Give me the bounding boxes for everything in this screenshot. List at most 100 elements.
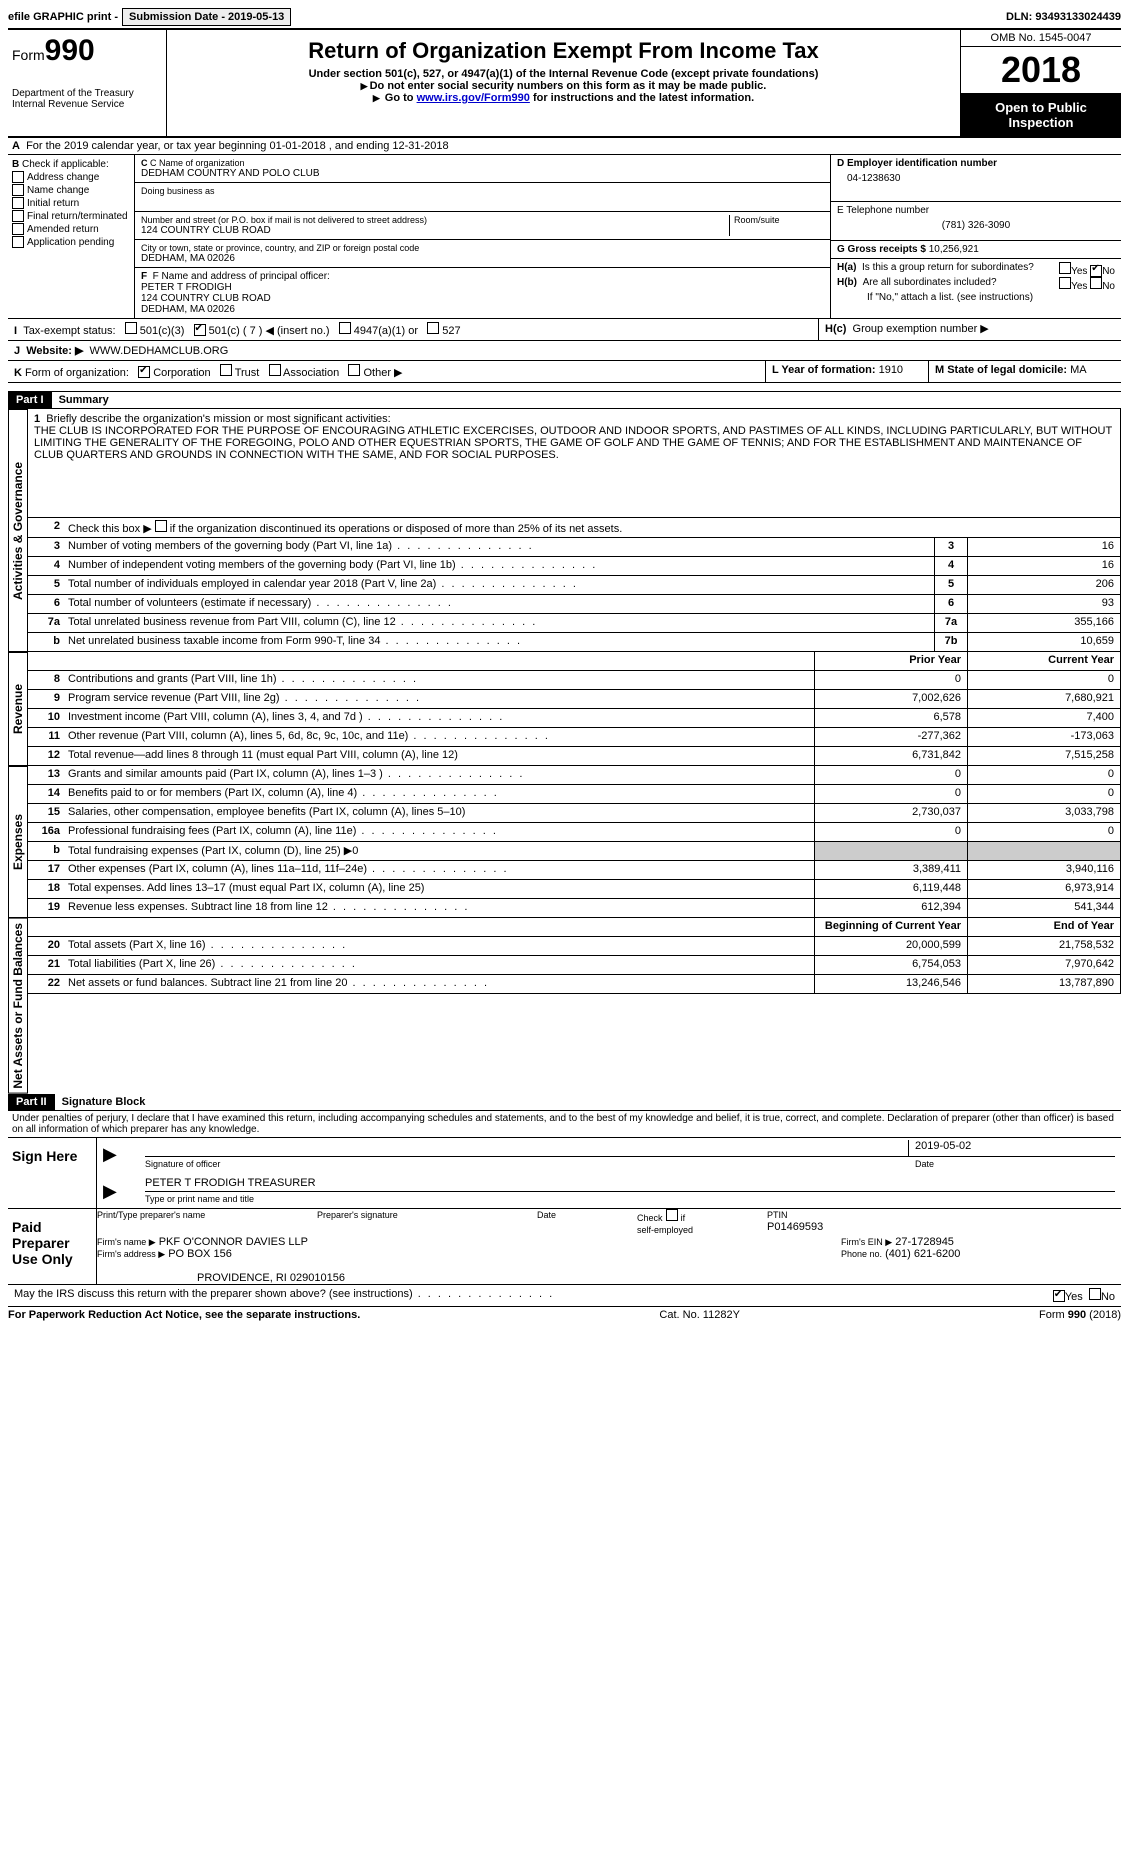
side-net-assets: Net Assets or Fund Balances <box>8 918 28 1094</box>
net-assets-section: Net Assets or Fund Balances Beginning of… <box>8 918 1121 1094</box>
checkbox-application-pending[interactable] <box>12 236 24 248</box>
line-5: 5Total number of individuals employed in… <box>28 576 1121 595</box>
subtitle-3: Go to www.irs.gov/Form990 for instructio… <box>171 92 956 104</box>
checkbox-association[interactable] <box>269 364 281 376</box>
part2-header: Part II Signature Block <box>8 1094 1121 1111</box>
tax-year: 2018 <box>961 47 1121 94</box>
side-revenue: Revenue <box>8 652 28 766</box>
line-4: 4Number of independent voting members of… <box>28 557 1121 576</box>
checkbox-corporation[interactable] <box>138 366 150 378</box>
top-bar: efile GRAPHIC print - Submission Date - … <box>8 8 1121 30</box>
checkbox-amended-return[interactable] <box>12 223 24 235</box>
sections-b-h: B Check if applicable: Address change Na… <box>8 155 1121 319</box>
org-name-cell: C C Name of organization DEDHAM COUNTRY … <box>135 155 830 183</box>
checkbox-hb-no[interactable] <box>1090 277 1102 289</box>
paid-preparer-label: Paid Preparer Use Only <box>8 1209 97 1284</box>
line-19: 19Revenue less expenses. Subtract line 1… <box>28 899 1121 918</box>
line-2: 2 Check this box ▶ Check this box ▶ if t… <box>28 518 1121 538</box>
irs-label: Internal Revenue Service <box>12 99 162 110</box>
line-15: 15Salaries, other compensation, employee… <box>28 804 1121 823</box>
line-12: 12Total revenue—add lines 8 through 11 (… <box>28 747 1121 766</box>
checkbox-501c[interactable] <box>194 324 206 336</box>
city-cell: City or town, state or province, country… <box>135 240 830 268</box>
subtitle-1: Under section 501(c), 527, or 4947(a)(1)… <box>171 68 956 80</box>
checkbox-4947[interactable] <box>339 322 351 334</box>
line-22: 22Net assets or fund balances. Subtract … <box>28 975 1121 994</box>
checkbox-501c3[interactable] <box>125 322 137 334</box>
submission-date-box: Submission Date - 2019-05-13 <box>122 8 291 26</box>
gross-receipts-cell: G Gross receipts $ 10,256,921 <box>831 241 1121 259</box>
paid-preparer-block: Paid Preparer Use Only Print/Type prepar… <box>8 1209 1121 1285</box>
line-16a: 16aProfessional fundraising fees (Part I… <box>28 823 1121 842</box>
efile-label: efile GRAPHIC print - <box>8 11 118 23</box>
expenses-section: Expenses 13Grants and similar amounts pa… <box>8 766 1121 918</box>
form-number: Form990 <box>12 34 162 68</box>
checkbox-address-change[interactable] <box>12 171 24 183</box>
checkbox-ha-no[interactable] <box>1090 265 1102 277</box>
checkbox-final-return[interactable] <box>12 210 24 222</box>
line-3: 3Number of voting members of the governi… <box>28 538 1121 557</box>
form-ref: Form 990 (2018) <box>1039 1309 1121 1321</box>
rev-header: Prior YearCurrent Year <box>28 652 1121 671</box>
checkbox-name-change[interactable] <box>12 184 24 196</box>
section-b: B Check if applicable: Address change Na… <box>8 155 135 318</box>
checkbox-discontinued[interactable] <box>155 520 167 532</box>
dln-label: DLN: 93493133024439 <box>1006 11 1121 23</box>
header-right: OMB No. 1545-0047 2018 Open to Public In… <box>960 30 1121 136</box>
line-9: 9Program service revenue (Part VIII, lin… <box>28 690 1121 709</box>
checkbox-self-employed[interactable] <box>666 1209 678 1221</box>
header-mid: Return of Organization Exempt From Incom… <box>167 30 960 136</box>
revenue-section: Revenue Prior YearCurrent Year 8Contribu… <box>8 652 1121 766</box>
section-h: H(a) Is this a group return for subordin… <box>831 259 1121 306</box>
section-c-f: C C Name of organization DEDHAM COUNTRY … <box>135 155 830 318</box>
line-7b: bNet unrelated business taxable income f… <box>28 633 1121 652</box>
checkbox-trust[interactable] <box>220 364 232 376</box>
line-6: 6Total number of volunteers (estimate if… <box>28 595 1121 614</box>
dept-treasury: Department of the Treasury <box>12 88 162 99</box>
governance-section: Activities & Governance 1 Briefly descri… <box>8 409 1121 652</box>
footer: For Paperwork Reduction Act Notice, see … <box>8 1307 1121 1321</box>
row-j: J Website: ▶ WWW.DEDHAMCLUB.ORG <box>8 341 1121 361</box>
inspection-label: Open to Public Inspection <box>961 94 1121 136</box>
line-10: 10Investment income (Part VIII, column (… <box>28 709 1121 728</box>
instructions-link[interactable]: www.irs.gov/Form990 <box>417 92 530 104</box>
checkbox-ha-yes[interactable] <box>1059 262 1071 274</box>
sign-here-block: Sign Here ▶ 2019-05-02 Signature of offi… <box>8 1138 1121 1209</box>
checkbox-discuss-no[interactable] <box>1089 1288 1101 1300</box>
line-21: 21Total liabilities (Part X, line 26)6,7… <box>28 956 1121 975</box>
line-8: 8Contributions and grants (Part VIII, li… <box>28 671 1121 690</box>
paperwork-notice: For Paperwork Reduction Act Notice, see … <box>8 1309 360 1321</box>
line-14: 14Benefits paid to or for members (Part … <box>28 785 1121 804</box>
ein-cell: D Employer identification number 04-1238… <box>831 155 1121 202</box>
line-13: 13Grants and similar amounts paid (Part … <box>28 766 1121 785</box>
checkbox-other[interactable] <box>348 364 360 376</box>
section-a: A For the 2019 calendar year, or tax yea… <box>8 138 1121 155</box>
subtitle-2: Do not enter social security numbers on … <box>171 80 956 92</box>
section-f: F F Name and address of principal office… <box>135 268 830 318</box>
checkbox-hb-yes[interactable] <box>1059 277 1071 289</box>
line-20: 20Total assets (Part X, line 16)20,000,5… <box>28 937 1121 956</box>
discuss-row: May the IRS discuss this return with the… <box>8 1285 1121 1307</box>
perjury-statement: Under penalties of perjury, I declare th… <box>8 1111 1121 1138</box>
header-left: Form990 Department of the Treasury Inter… <box>8 30 167 136</box>
sign-here-label: Sign Here <box>8 1138 97 1208</box>
side-expenses: Expenses <box>8 766 28 918</box>
dba-cell: Doing business as <box>135 183 830 212</box>
mission-box: 1 Briefly describe the organization's mi… <box>28 409 1121 518</box>
section-d-h: D Employer identification number 04-1238… <box>830 155 1121 318</box>
address-cell: Number and street (or P.O. box if mail i… <box>135 212 830 240</box>
phone-cell: E Telephone number (781) 326-3090 <box>831 202 1121 241</box>
part1-header: Part I Summary <box>8 391 1121 409</box>
line-7a: 7aTotal unrelated business revenue from … <box>28 614 1121 633</box>
side-governance: Activities & Governance <box>8 409 28 652</box>
net-header: Beginning of Current YearEnd of Year <box>28 918 1121 937</box>
line-11: 11Other revenue (Part VIII, column (A), … <box>28 728 1121 747</box>
checkbox-initial-return[interactable] <box>12 197 24 209</box>
checkbox-discuss-yes[interactable] <box>1053 1290 1065 1302</box>
omb-number: OMB No. 1545-0047 <box>961 30 1121 47</box>
catalog-number: Cat. No. 11282Y <box>659 1309 740 1321</box>
form-title: Return of Organization Exempt From Incom… <box>171 38 956 64</box>
checkbox-527[interactable] <box>427 322 439 334</box>
line-17: 17Other expenses (Part IX, column (A), l… <box>28 861 1121 880</box>
line-16b: bTotal fundraising expenses (Part IX, co… <box>28 842 1121 861</box>
